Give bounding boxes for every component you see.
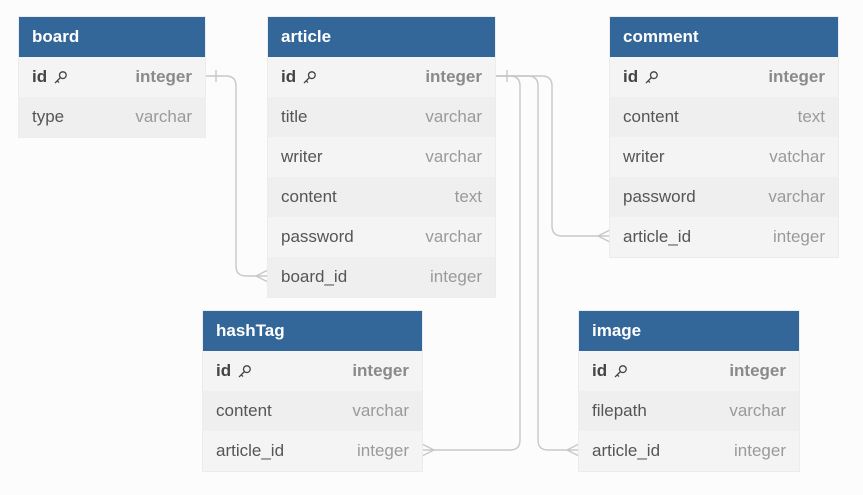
field-type: integer: [773, 227, 825, 246]
key-icon: [643, 69, 659, 85]
field-name-wrap: id: [281, 67, 317, 87]
field-name: type: [32, 107, 65, 126]
field-name: id: [32, 67, 48, 86]
table-comment[interactable]: comment id integer content text writer v…: [610, 17, 838, 257]
table-board[interactable]: board id integer type varchar: [19, 17, 205, 137]
field-type: varchar: [768, 187, 825, 206]
key-icon: [236, 363, 252, 379]
field-type: integer: [352, 361, 409, 380]
field-row[interactable]: id integer: [579, 351, 799, 391]
relation-article-image: [495, 75, 579, 451]
field-name: writer: [281, 147, 323, 166]
many-marker: [565, 443, 580, 457]
field-name: board_id: [281, 267, 348, 286]
field-name: id: [623, 67, 639, 86]
field-row[interactable]: title varchar: [268, 97, 495, 137]
table-image[interactable]: image id integer filepath varchar articl…: [579, 311, 799, 471]
field-name-wrap: id: [623, 67, 659, 87]
field-type: integer: [357, 441, 409, 460]
field-row[interactable]: content text: [268, 177, 495, 217]
many-marker: [254, 269, 269, 283]
field-name: id: [281, 67, 297, 86]
table-header[interactable]: comment: [610, 17, 838, 57]
field-type: vatchar: [769, 147, 825, 166]
field-row[interactable]: id integer: [203, 351, 422, 391]
field-type: varchar: [135, 107, 192, 126]
field-name: title: [281, 107, 308, 126]
field-type: integer: [135, 67, 192, 86]
key-icon: [301, 69, 317, 85]
field-row[interactable]: board_id integer: [268, 257, 495, 297]
table-header[interactable]: board: [19, 17, 205, 57]
field-type: varchar: [425, 227, 482, 246]
field-row[interactable]: type varchar: [19, 97, 205, 137]
table-header[interactable]: hashTag: [203, 311, 422, 351]
field-row[interactable]: article_id integer: [203, 431, 422, 471]
field-type: integer: [425, 67, 482, 86]
field-name: id: [216, 361, 232, 380]
many-marker: [421, 443, 436, 457]
field-row[interactable]: content text: [610, 97, 838, 137]
table-header[interactable]: article: [268, 17, 495, 57]
field-row[interactable]: password varchar: [268, 217, 495, 257]
field-row[interactable]: id integer: [268, 57, 495, 97]
field-name: content: [623, 107, 679, 126]
key-icon: [52, 69, 68, 85]
field-name-wrap: id: [592, 361, 628, 381]
field-name: password: [623, 187, 696, 206]
relation-board-article: [205, 75, 268, 277]
many-marker: [596, 229, 611, 243]
field-type: varchar: [352, 401, 409, 420]
field-type: text: [454, 187, 482, 206]
field-name: article_id: [623, 227, 692, 246]
field-name: filepath: [592, 401, 647, 420]
field-name: password: [281, 227, 354, 246]
field-type: integer: [729, 361, 786, 380]
field-type: integer: [430, 267, 482, 286]
field-row[interactable]: id integer: [610, 57, 838, 97]
table-article[interactable]: article id integer title varchar writer …: [268, 17, 495, 297]
field-name: writer: [623, 147, 665, 166]
field-name: content: [216, 401, 272, 420]
field-row[interactable]: article_id integer: [610, 217, 838, 257]
field-type: varchar: [425, 147, 482, 166]
field-name: content: [281, 187, 337, 206]
field-name: article_id: [216, 441, 285, 460]
field-name: article_id: [592, 441, 661, 460]
field-name-wrap: id: [32, 67, 68, 87]
field-row[interactable]: password varchar: [610, 177, 838, 217]
field-row[interactable]: filepath varchar: [579, 391, 799, 431]
table-header[interactable]: image: [579, 311, 799, 351]
field-row[interactable]: article_id integer: [579, 431, 799, 471]
table-hashtag[interactable]: hashTag id integer content varchar artic…: [203, 311, 422, 471]
field-row[interactable]: writer vatchar: [610, 137, 838, 177]
field-type: text: [797, 107, 825, 126]
field-type: varchar: [729, 401, 786, 420]
field-name-wrap: id: [216, 361, 252, 381]
field-type: integer: [768, 67, 825, 86]
field-row[interactable]: content varchar: [203, 391, 422, 431]
relation-article-comment: [495, 75, 610, 237]
field-name: id: [592, 361, 608, 380]
field-type: integer: [734, 441, 786, 460]
field-row[interactable]: writer varchar: [268, 137, 495, 177]
field-type: varchar: [425, 107, 482, 126]
key-icon: [612, 363, 628, 379]
field-row[interactable]: id integer: [19, 57, 205, 97]
